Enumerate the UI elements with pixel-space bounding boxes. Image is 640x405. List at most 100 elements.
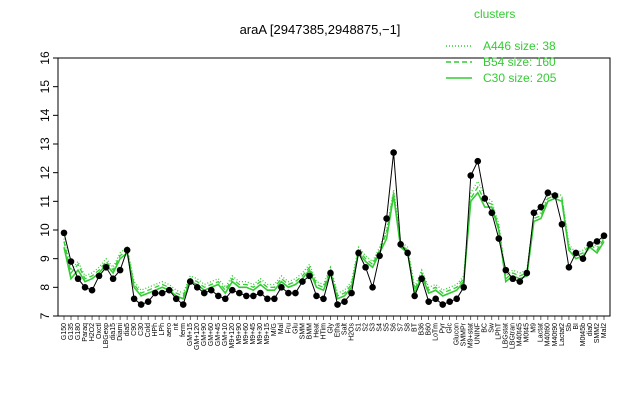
- x-tick-label: S2: [362, 323, 369, 332]
- x-tick-label: S3: [369, 323, 376, 332]
- y-tick-label: 16: [38, 51, 52, 65]
- x-tick-label: LBGexp: [103, 323, 110, 348]
- x-tick-label: S6: [390, 323, 397, 332]
- x-tick-label: LBGtran: [510, 323, 517, 349]
- series-line: [63, 191, 605, 300]
- data-point: [102, 263, 110, 271]
- data-point: [137, 301, 145, 308]
- x-tick-label: G150: [61, 323, 68, 340]
- x-tick-label: Lactat2: [559, 323, 566, 346]
- data-point: [453, 295, 461, 303]
- data-point: [285, 289, 292, 297]
- data-point: [439, 301, 447, 308]
- x-tick-label: Sb: [566, 323, 573, 332]
- x-tick-label: M40t90: [552, 323, 559, 346]
- data-point: [292, 289, 299, 297]
- legend-entry-label: B54 size: 160: [483, 55, 556, 69]
- x-tick-label: S5: [383, 323, 390, 332]
- data-point: [565, 263, 573, 271]
- x-tick-label: BT: [411, 322, 418, 332]
- data-point: [278, 284, 285, 291]
- data-point: [334, 301, 341, 308]
- x-tick-label: GM+120: [194, 323, 201, 350]
- data-point: [200, 289, 208, 297]
- x-tick-label: ferm: [180, 323, 187, 337]
- x-tick-label: GM+15: [187, 323, 194, 346]
- legend-entry-label: C30 size: 205: [483, 71, 557, 85]
- x-tick-label: Gly: [327, 323, 334, 334]
- x-tick-label: LBGstat: [503, 323, 510, 348]
- x-tick-label: M9+120: [229, 323, 236, 349]
- x-tick-label: Fru: [285, 323, 292, 334]
- x-tick-label: BI: [573, 323, 580, 330]
- x-tick-label: S4: [376, 323, 383, 332]
- x-tick-label: Mal2: [601, 323, 608, 338]
- x-tick-label: dia15: [110, 323, 117, 340]
- y-tick-label: 14: [38, 108, 52, 122]
- x-tick-label: GM+10: [222, 323, 229, 346]
- series-C30: [63, 191, 605, 300]
- data-point: [530, 209, 538, 217]
- x-tick-label: M9+90: [236, 323, 243, 345]
- data-point: [432, 295, 439, 303]
- data-point: [586, 241, 594, 248]
- data-point: [425, 298, 432, 305]
- x-tick-label: Glc: [447, 323, 454, 334]
- x-tick-label: C90: [131, 323, 138, 336]
- data-point: [355, 249, 362, 257]
- data-point: [418, 275, 425, 283]
- x-tick-label: M9: [531, 323, 538, 333]
- x-tick-label: M9+45: [250, 323, 257, 345]
- data-point: [523, 269, 531, 277]
- data-point: [158, 289, 166, 297]
- series-araA: [60, 149, 608, 308]
- x-tick-label: Salt: [341, 323, 348, 335]
- x-tick-label: B60: [426, 323, 433, 336]
- data-point: [313, 292, 320, 300]
- y-tick-label: 8: [38, 284, 52, 291]
- data-point: [474, 157, 482, 165]
- x-tick-label: S1: [355, 323, 362, 332]
- data-point: [320, 295, 327, 303]
- data-point: [390, 149, 397, 156]
- x-tick-label: M40t45: [517, 323, 524, 346]
- x-tick-label: HPh: [152, 323, 159, 337]
- data-point: [488, 209, 496, 217]
- x-tick-label: M9+30: [257, 323, 264, 345]
- x-tick-label: Pyr: [440, 322, 447, 333]
- data-point: [467, 172, 475, 179]
- x-tick-label: GM+45: [215, 323, 222, 346]
- x-tick-label: B36: [419, 323, 426, 336]
- y-tick-label: 7: [38, 312, 52, 319]
- data-point: [516, 278, 524, 285]
- data-point: [264, 295, 271, 303]
- data-point: [299, 278, 306, 285]
- x-tick-label: S8: [404, 323, 411, 332]
- data-point: [551, 192, 559, 199]
- data-point: [502, 266, 510, 274]
- data-point: [151, 289, 159, 297]
- plot-frame: [57, 57, 611, 317]
- x-tick-label: SMMPr: [461, 322, 468, 346]
- data-point: [172, 295, 180, 303]
- legend-entry-label: A446 size: 38: [483, 39, 556, 53]
- data-point: [207, 286, 215, 294]
- x-tick-label: H2Os: [348, 323, 355, 341]
- data-point: [250, 292, 257, 300]
- data-point: [481, 195, 489, 202]
- x-tick-label: dia0: [587, 323, 594, 336]
- data-point: [179, 301, 187, 308]
- x-tick-label: Sw: [489, 322, 496, 333]
- x-tick-label: GM+60: [208, 323, 215, 346]
- x-tick-label: M0t45: [524, 323, 531, 343]
- data-point: [327, 269, 334, 277]
- x-tick-label: LPh: [159, 323, 166, 336]
- y-tick-label: 10: [38, 223, 52, 237]
- y-tick-label: 9: [38, 255, 52, 262]
- x-tick-label: S7: [397, 323, 404, 332]
- data-point: [495, 235, 503, 242]
- x-tick-label: G135: [68, 323, 75, 340]
- data-point: [236, 289, 243, 297]
- x-tick-label: GM+90: [201, 323, 208, 346]
